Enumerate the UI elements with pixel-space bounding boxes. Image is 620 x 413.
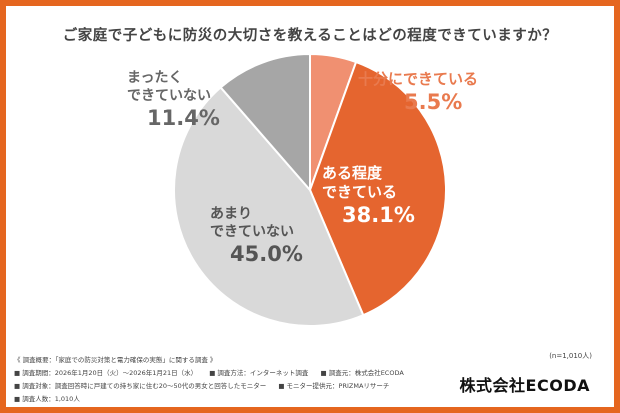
slice-label-some: ある程度 できている 38.1% [322, 164, 415, 228]
slice-label-none-value: 11.4% [147, 106, 220, 130]
slice-label-little-line1: あまり [210, 206, 252, 222]
slice-label-full-text: 十分にできている [358, 70, 479, 88]
slice-label-some-line2: できている [322, 182, 398, 201]
pie-slice-none [219, 52, 311, 193]
notes-target: ■ 調査対象：調査回答時に戸建ての持ち家に住む20〜50代の男女と回答したモニタ… [14, 382, 267, 390]
slice-label-little-value: 45.0% [230, 242, 303, 266]
notes-provider: ■ モニター提供元：PRIZMAリサーチ [278, 382, 390, 390]
notes-overview: 《 調査概要：「家庭での防災対策と電力確保の実態」に関する調査 》 [14, 356, 217, 364]
sample-size: (n=1,010人) [549, 352, 592, 360]
slice-label-little-line2: できていない [210, 223, 294, 240]
notes-organizer: ■ 調査元：株式会社ECODA [320, 369, 404, 377]
slice-label-none-line2: できていない [127, 87, 211, 104]
notes-count: ■ 調査人数：1,010人 [14, 395, 80, 403]
notes-row-1: ■ 調査期間：2026年1月20日（火）〜2026年1月21日（水） ■ 調査方… [14, 367, 474, 380]
notes-row-2: ■ 調査対象：調査回答時に戸建ての持ち家に住む20〜50代の男女と回答したモニタ… [14, 380, 474, 393]
notes-period: ■ 調査期間：2026年1月20日（火）〜2026年1月21日（水） [14, 369, 198, 377]
slice-label-full-value: 5.5% [404, 89, 463, 114]
pie-slice-little [172, 86, 365, 327]
slice-label-little: あまり できていない 45.0% [210, 206, 303, 267]
chart-title: ご家庭で子どもに防災の大切さを教えることはどの程度できていますか？ [62, 28, 558, 44]
slice-label-full: 十分にできている 5.5% [358, 70, 478, 115]
notes-method: ■ 調査方法：インターネット調査 [209, 369, 309, 377]
company-logo-text: 株式会社ECODA [459, 376, 590, 395]
slice-label-some-value: 38.1% [342, 202, 415, 227]
slice-label-none: まったく できていない 11.4% [127, 70, 220, 131]
slice-label-none-line1: まったく [127, 70, 183, 86]
slice-label-some-line1: ある程度 [322, 164, 383, 182]
survey-notes: 《 調査概要：「家庭での防災対策と電力確保の実態」に関する調査 》 ■ 調査期間… [14, 354, 474, 406]
pie-slice-some [308, 60, 447, 317]
